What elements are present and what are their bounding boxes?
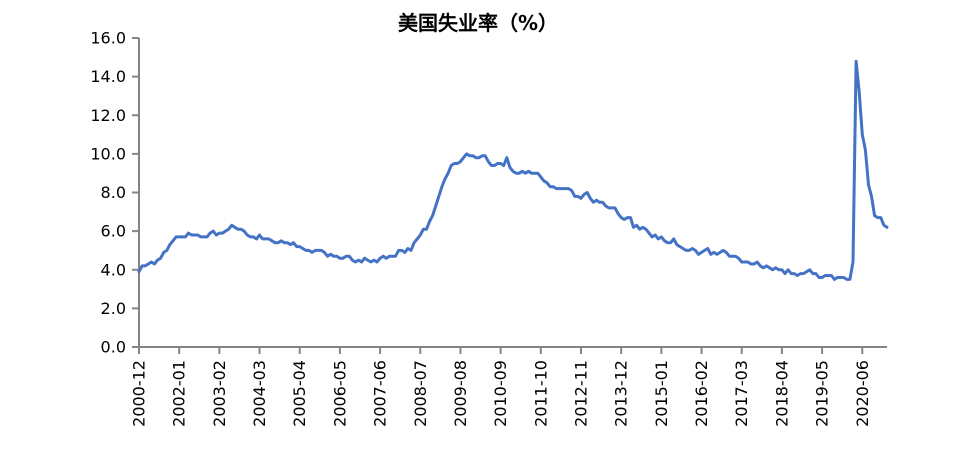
x-axis-tick-label: 2015-01 — [652, 360, 671, 427]
x-axis-tick-label: 2010-09 — [491, 360, 510, 427]
x-axis-tick-label: 2016-02 — [692, 360, 711, 427]
y-axis-tick-label: 12.0 — [90, 106, 126, 125]
x-axis-tick-label: 2008-07 — [411, 360, 430, 427]
chart-title: 美国失业率（%） — [398, 11, 558, 35]
y-axis-tick-label: 8.0 — [101, 183, 126, 202]
x-axis-tick-label: 2018-04 — [772, 360, 791, 427]
x-axis-tick-label: 2005-04 — [290, 360, 309, 427]
x-axis-tick-label: 2000-12 — [130, 360, 149, 427]
plot-area: 0.0 2.0 4.0 6.0 8.0 10.0 12.0 14.0 16.0 2000-12 20… — [90, 29, 889, 427]
y-axis-tick-label: 10.0 — [90, 144, 126, 163]
y-axis-tick-label: 6.0 — [101, 222, 126, 241]
y-axis-tick-label: 0.0 — [101, 338, 126, 357]
y-axis-tick-label: 14.0 — [90, 67, 126, 86]
x-axis-tick-label: 2013-12 — [612, 360, 631, 427]
x-axis-tick-label: 2002-01 — [170, 360, 189, 427]
y-axis-tick-label: 2.0 — [101, 299, 126, 318]
x-axis-tick-label: 2020-06 — [853, 360, 872, 427]
x-axis-tick-label: 2012-11 — [572, 360, 591, 427]
x-axis-tick-label: 2004-03 — [250, 360, 269, 427]
x-axis-tick-label: 2007-06 — [371, 360, 390, 427]
x-axis-tick-label: 2006-05 — [330, 360, 349, 427]
y-axis-tick-label: 4.0 — [101, 260, 126, 279]
x-axis-tick-label: 2019-05 — [813, 360, 832, 427]
x-axis-tick-label: 2009-08 — [451, 360, 470, 427]
y-axis-tick-label: 16.0 — [90, 29, 126, 48]
x-axis-tick-label: 2017-03 — [732, 360, 751, 427]
unemployment-rate-line — [137, 59, 889, 281]
x-axis-tick-label: 2011-10 — [531, 360, 550, 427]
x-axis-tick-label: 2003-02 — [210, 360, 229, 427]
